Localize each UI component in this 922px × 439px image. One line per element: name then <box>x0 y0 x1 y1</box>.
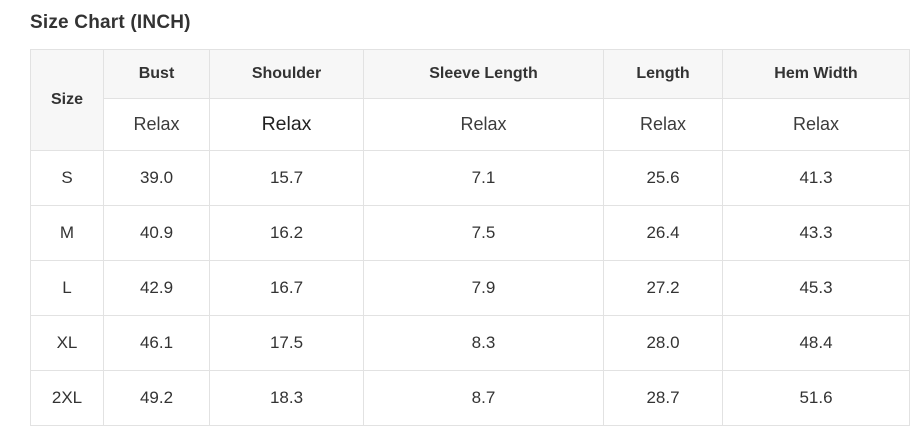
size-label-cell: XL <box>30 315 104 371</box>
measurement-cell: 28.0 <box>603 315 723 371</box>
measurement-cell: 7.5 <box>363 205 604 261</box>
fit-type-cell-sleeve-length: Relax <box>363 98 604 151</box>
col-header-size: Size <box>30 49 104 151</box>
fit-type-row: Relax Relax Relax Relax Relax <box>31 98 910 151</box>
measurement-cell: 15.7 <box>209 150 364 206</box>
measurement-cell: 7.1 <box>363 150 604 206</box>
measurement-cell: 51.6 <box>722 370 910 426</box>
measurement-cell: 28.7 <box>603 370 723 426</box>
col-header-sleeve-length: Sleeve Length <box>363 49 604 99</box>
size-label-cell: L <box>30 260 104 316</box>
fit-type-cell-hem-width: Relax <box>722 98 910 151</box>
measurement-cell: 7.9 <box>363 260 604 316</box>
size-chart-title: Size Chart (INCH) <box>30 12 191 33</box>
col-header-shoulder: Shoulder <box>209 49 364 99</box>
measurement-cell: 45.3 <box>722 260 910 316</box>
measurement-cell: 48.4 <box>722 315 910 371</box>
measurement-cell: 18.3 <box>209 370 364 426</box>
measurement-cell: 41.3 <box>722 150 910 206</box>
measurement-cell: 16.2 <box>209 205 364 261</box>
table-row-2xl: 2XL 49.2 18.3 8.7 28.7 51.6 <box>30 370 910 426</box>
measurement-cell: 8.3 <box>363 315 604 371</box>
fit-type-cell-length: Relax <box>603 98 723 151</box>
fit-type-cell-shoulder: Relax <box>209 98 364 151</box>
measurement-cell: 49.2 <box>103 370 210 426</box>
measurement-cell: 26.4 <box>603 205 723 261</box>
col-header-length: Length <box>603 49 723 99</box>
fit-type-cell-bust: Relax <box>103 98 210 151</box>
size-label-cell: S <box>30 150 104 206</box>
table-row-l: L 42.9 16.7 7.9 27.2 45.3 <box>30 260 910 316</box>
measurement-cell: 42.9 <box>103 260 210 316</box>
measurement-cell: 17.5 <box>209 315 364 371</box>
size-label-cell: M <box>30 205 104 261</box>
table-row-s: S 39.0 15.7 7.1 25.6 41.3 <box>30 150 910 206</box>
measurement-cell: 8.7 <box>363 370 604 426</box>
measurement-cell: 39.0 <box>103 150 210 206</box>
table-row-m: M 40.9 16.2 7.5 26.4 43.3 <box>30 205 910 261</box>
size-chart-table: Size Bust Shoulder Sleeve Length Length … <box>30 49 910 426</box>
col-header-bust: Bust <box>103 49 210 99</box>
measurement-header-row: Size Bust Shoulder Sleeve Length Length … <box>30 49 910 151</box>
measurement-cell: 16.7 <box>209 260 364 316</box>
measurement-cell: 43.3 <box>722 205 910 261</box>
size-label-cell: 2XL <box>30 370 104 426</box>
measurement-cell: 27.2 <box>603 260 723 316</box>
table-row-xl: XL 46.1 17.5 8.3 28.0 48.4 <box>30 315 910 371</box>
col-header-hem-width: Hem Width <box>722 49 910 99</box>
measurement-cell: 46.1 <box>103 315 210 371</box>
measurement-cell: 40.9 <box>103 205 210 261</box>
measurement-cell: 25.6 <box>603 150 723 206</box>
